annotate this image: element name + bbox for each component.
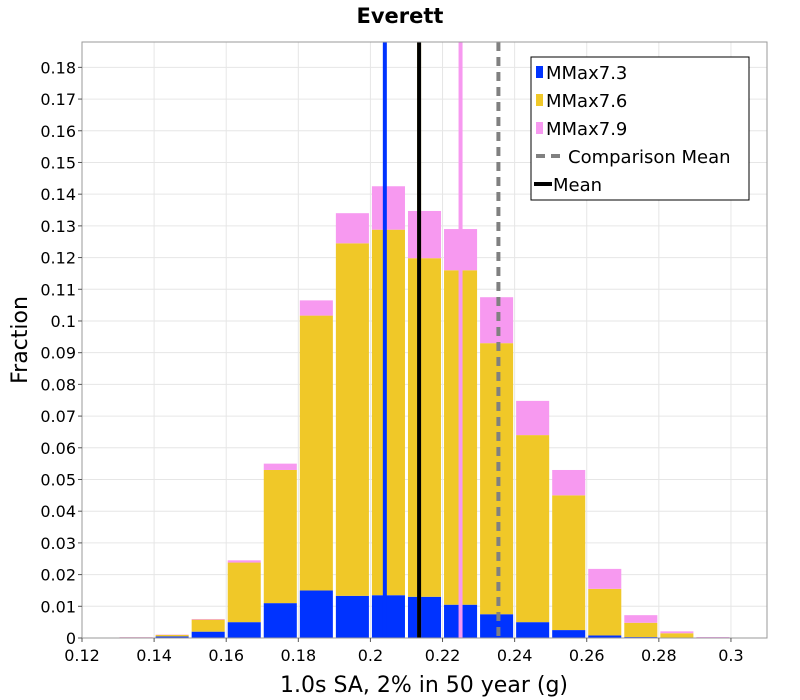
y-tick-label: 0.08 [40, 375, 76, 394]
bar-mmax7-9-2 [191, 618, 225, 620]
legend: MMax7.3 MMax7.6 MMax7.9 Comparison Mean Mean [530, 56, 750, 201]
bar-mmax7-9-14 [624, 615, 658, 623]
bar-mmax7-3-11 [516, 622, 550, 638]
x-tick-label: 0.18 [281, 646, 317, 665]
bar-mmax7-3-4 [263, 603, 297, 638]
x-axis-label: 1.0s SA, 2% in 50 year (g) [280, 673, 568, 698]
y-tick-label: 0.02 [40, 566, 76, 585]
x-tick-label: 0.2 [358, 646, 383, 665]
bar-mmax7-3-8 [407, 596, 442, 638]
bar-mmax7-9-16 [696, 637, 730, 638]
legend-swatch [536, 94, 543, 106]
x-tick-label: 0.28 [641, 646, 677, 665]
y-tick-label: 0.06 [40, 439, 76, 458]
bar-mmax7-3-5 [299, 590, 333, 638]
y-tick-label: 0.09 [40, 344, 76, 363]
bar-mmax7-3-10 [480, 614, 514, 638]
y-tick-label: 0.13 [40, 217, 76, 236]
bar-mmax7-9-6 [335, 213, 369, 244]
legend-label: Comparison Mean [568, 147, 731, 168]
y-tick-label: 0.11 [40, 280, 76, 299]
bar-mmax7-9-4 [263, 463, 297, 470]
bar-mmax7-9-12 [552, 469, 586, 496]
bar-mmax7-9-15 [660, 631, 694, 634]
y-axis-label: Fraction [8, 296, 33, 384]
legend-label: MMax7.3 [546, 63, 627, 84]
bar-mmax7-6-7 [371, 229, 405, 596]
bar-mmax7-6-5 [299, 315, 333, 591]
bar-mmax7-9-11 [516, 400, 550, 436]
y-tick-label: 0.16 [40, 122, 76, 141]
plot-frame [81, 41, 768, 639]
y-tick-label: 0 [66, 629, 76, 648]
bar-mmax7-3-3 [227, 622, 261, 638]
bar-mmax7-9-5 [299, 300, 333, 316]
legend-label: MMax7.9 [546, 119, 627, 140]
x-tick-label: 0.14 [136, 646, 172, 665]
x-axis-ticks: 0.12 0.14 0.16 0.18 0.2 0.22 0.24 0.26 0.28 0.3 [64, 638, 744, 665]
bar-mmax7-9-8 [407, 210, 442, 259]
bar-mmax7-6-8 [407, 258, 442, 597]
bar-mmax7-3-1 [155, 636, 189, 638]
x-tick-label: 0.3 [718, 646, 743, 665]
y-tick-label: 0.01 [40, 597, 76, 616]
x-tick-label: 0.16 [208, 646, 244, 665]
bar-mmax7-3-6 [335, 595, 369, 638]
y-axis-ticks: 0 0.01 0.02 0.03 0.04 0.05 0.06 0.07 0.08 0.09 0.1… [40, 58, 82, 648]
legend-label: Mean [553, 175, 602, 196]
bar-mmax7-9-3 [227, 560, 261, 563]
bar-mmax7-6-11 [516, 435, 550, 623]
y-tick-label: 0.05 [40, 470, 76, 489]
legend-swatch [536, 66, 543, 78]
y-tick-label: 0.15 [40, 153, 76, 172]
bar-mmax7-9-13 [588, 568, 622, 589]
bar-mmax7-6-14 [624, 622, 658, 638]
bar-mmax7-6-3 [227, 562, 261, 623]
y-tick-label: 0.04 [40, 502, 76, 521]
x-tick-label: 0.22 [425, 646, 461, 665]
y-tick-label: 0.1 [51, 312, 76, 331]
bar-mmax7-3-13 [588, 635, 622, 638]
mean-lines [382, 42, 501, 638]
legend-box [530, 56, 750, 201]
x-tick-label: 0.24 [497, 646, 533, 665]
legend-label: MMax7.6 [546, 91, 627, 112]
bar-mmax7-6-2 [191, 619, 225, 632]
bar-mmax7-3-2 [191, 631, 225, 638]
bar-mmax7-6-15 [660, 633, 694, 638]
bar-mmax7-3-12 [552, 630, 586, 638]
y-tick-label: 0.03 [40, 534, 76, 553]
bar-mmax7-6-1 [155, 634, 189, 637]
bar-mmax7-9-7 [371, 186, 405, 230]
y-tick-label: 0.07 [40, 407, 76, 426]
bar-mmax7-6-6 [335, 243, 369, 596]
y-tick-label: 0.17 [40, 90, 76, 109]
bar-mmax7-6-12 [552, 495, 586, 631]
y-tick-label: 0.14 [40, 185, 76, 204]
x-tick-label: 0.12 [64, 646, 100, 665]
x-tick-label: 0.26 [569, 646, 605, 665]
legend-swatch [536, 122, 543, 134]
y-tick-label: 0.12 [40, 249, 76, 268]
bar-mmax7-3-7 [371, 595, 405, 638]
bar-mmax7-6-4 [263, 469, 297, 604]
bar-mmax7-6-13 [588, 588, 622, 636]
chart-title: Everett [357, 4, 444, 28]
y-tick-label: 0.18 [40, 58, 76, 77]
